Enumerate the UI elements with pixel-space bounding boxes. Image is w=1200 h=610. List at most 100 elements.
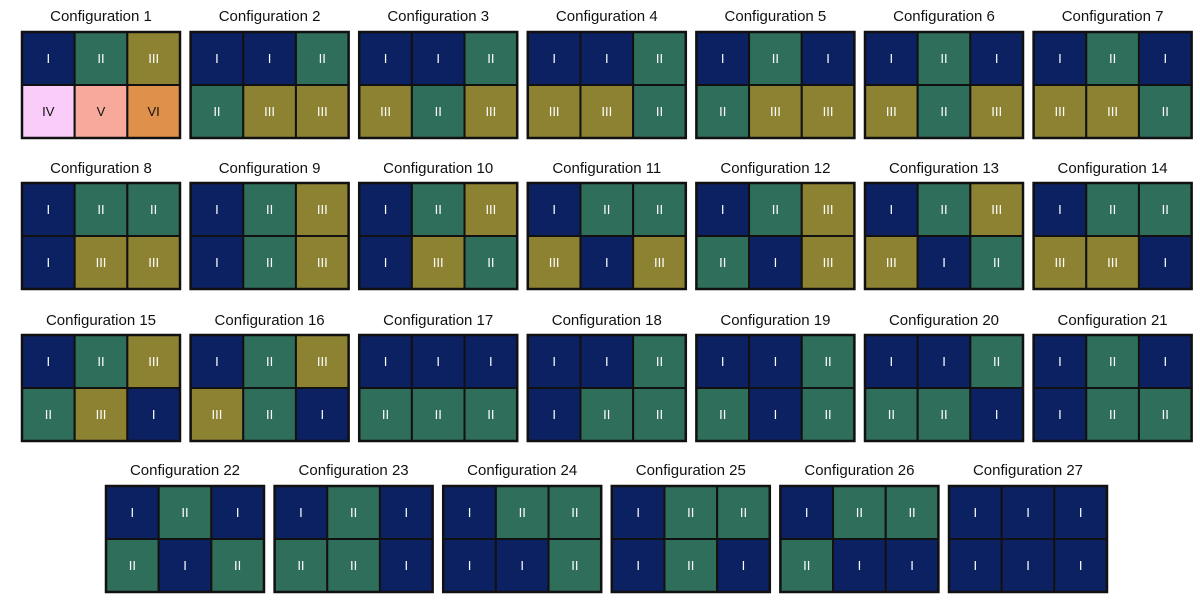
cell-label: I (1026, 558, 1030, 573)
configuration-title: Configuration 27 (973, 462, 1083, 479)
configuration-title: Configuration 13 (889, 160, 999, 177)
cell (273, 538, 329, 593)
cell-label: I (320, 407, 324, 422)
panel-border (863, 333, 1025, 443)
configuration-title: Configuration 15 (46, 312, 156, 329)
cell-label: II (687, 558, 694, 573)
cell-label: II (97, 202, 104, 217)
cell-label: I (1026, 505, 1030, 520)
cell-label: III (1055, 104, 1066, 119)
cell-label: II (1109, 202, 1116, 217)
panel-border (357, 181, 519, 291)
configuration-title: Configuration 8 (50, 160, 152, 177)
cell (695, 84, 751, 139)
configuration-title: Configuration 18 (552, 312, 662, 329)
configuration-title: Configuration 16 (215, 312, 325, 329)
cell-label: III (549, 255, 560, 270)
cell (579, 235, 635, 290)
cell-label: I (995, 51, 999, 66)
panel-border (695, 333, 856, 443)
cell-label: II (824, 354, 831, 369)
cell-label: I (436, 354, 440, 369)
configuration-title: Configuration 5 (725, 8, 827, 25)
cell-label: II (266, 354, 273, 369)
cell-label: II (150, 202, 157, 217)
cell-label: II (487, 407, 494, 422)
cell (494, 538, 550, 593)
cell (526, 31, 582, 86)
cell-label: III (380, 104, 391, 119)
cell (526, 334, 582, 389)
cell-label: I (47, 354, 51, 369)
configuration-panel: Configuration 8I II III III III (20, 160, 182, 291)
cell-label: I (268, 51, 272, 66)
cell-label: I (774, 354, 778, 369)
cell (1032, 334, 1088, 389)
panel-border (526, 181, 688, 291)
cell-label: III (1055, 255, 1066, 270)
cell-label: I (404, 558, 408, 573)
cell-label: I (468, 558, 472, 573)
cell (463, 84, 519, 139)
cell-label: II (772, 202, 779, 217)
cell-label: I (974, 558, 978, 573)
cell-label: II (603, 202, 610, 217)
cell (378, 538, 434, 593)
configuration-title: Configuration 21 (1058, 312, 1168, 329)
cell-label: II (297, 558, 304, 573)
configuration-panel: Configuration 25I II III II I (610, 462, 772, 594)
cell (1137, 235, 1193, 290)
cell-label: I (774, 407, 778, 422)
cell (358, 334, 413, 389)
cell-label: III (148, 354, 159, 369)
cell-label: I (890, 202, 894, 217)
cell-label: II (1109, 354, 1116, 369)
cell-label: II (487, 255, 494, 270)
panel-border (20, 30, 182, 140)
cell (463, 182, 519, 237)
cell-label: III (654, 255, 665, 270)
cell-label: III (148, 255, 159, 270)
cell (126, 235, 182, 290)
panel-border (1032, 333, 1193, 443)
cell (663, 485, 719, 540)
cell (463, 235, 519, 290)
cell-label: II (487, 51, 494, 66)
cell-label: II (993, 255, 1000, 270)
cell (579, 387, 635, 442)
cell (410, 235, 466, 290)
cell-label: I (1058, 202, 1062, 217)
configuration-title: Configuration 14 (1058, 160, 1168, 177)
cell-label: I (215, 255, 219, 270)
cell-label: II (940, 202, 947, 217)
cell-label: III (1107, 104, 1118, 119)
panel-border (779, 484, 940, 594)
cell-label: II (319, 51, 326, 66)
cell (242, 31, 297, 86)
cell-label: II (213, 104, 220, 119)
configuration-title: Configuration 19 (720, 312, 830, 329)
cell-label: I (942, 354, 946, 369)
cell-label: II (1162, 104, 1169, 119)
panel-border (357, 30, 519, 140)
cell-label: I (520, 558, 524, 573)
cell-label: I (1079, 505, 1083, 520)
cell (410, 387, 466, 442)
cell-label: III (264, 104, 275, 119)
cell-label: II (772, 51, 779, 66)
cell-label: II (234, 558, 241, 573)
cell (1085, 235, 1140, 290)
cell (358, 235, 413, 290)
cell-label: II (97, 354, 104, 369)
cell-label: III (317, 104, 328, 119)
cell (632, 182, 687, 237)
cell-label: II (1162, 407, 1169, 422)
cell-label: II (435, 104, 442, 119)
cell-label: II (603, 407, 610, 422)
cell-label: II (435, 202, 442, 217)
